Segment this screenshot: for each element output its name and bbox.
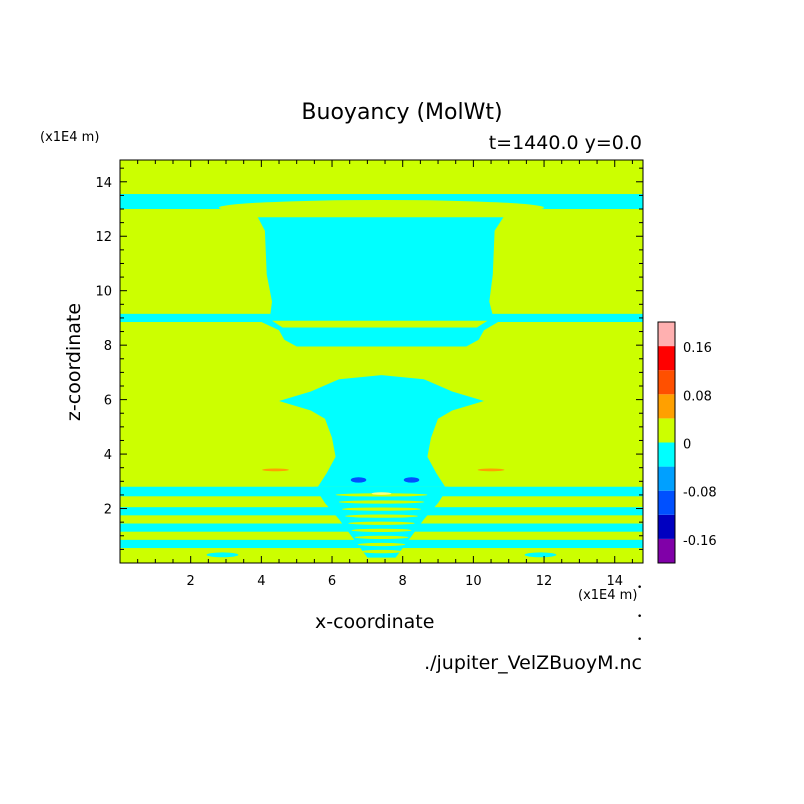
x-axis-label: x-coordinate <box>315 611 435 633</box>
contour-wave-stripe <box>345 514 418 518</box>
x-axis-unit: (x1E4 m) <box>578 588 638 603</box>
colorbar-swatch <box>658 322 675 347</box>
colorbar-swatch <box>658 370 675 395</box>
y-tick-label: 10 <box>95 285 112 300</box>
contour-spot-negative <box>403 477 420 483</box>
contour-wave-stripe <box>354 535 409 540</box>
contour-column-upper <box>257 217 504 320</box>
colorbar-frame <box>657 321 676 564</box>
y-tick-label: 4 <box>104 448 112 463</box>
contour-thin-band <box>272 320 488 328</box>
contour-blob <box>524 552 557 558</box>
x-tick-label: 6 <box>328 574 336 589</box>
contour-wave-stripe <box>341 507 422 511</box>
x-tick-label: 2 <box>187 574 195 589</box>
x-tick-label: 8 <box>399 574 407 589</box>
contour-blob <box>206 552 239 558</box>
marker-dot: • <box>637 612 643 622</box>
colorbar-label: 0.16 <box>683 341 712 356</box>
contour-column-lower <box>279 375 484 487</box>
contour-layer-thin <box>120 313 643 323</box>
colorbar-swatch <box>658 418 675 443</box>
colorbar-label: 0.08 <box>683 389 712 404</box>
marker-dot: • <box>637 583 643 593</box>
colorbar-swatch <box>658 394 675 419</box>
chart-title: Buoyancy (MolWt) <box>301 100 503 125</box>
contour-spot-positive <box>477 468 505 472</box>
plot-frame <box>119 159 644 564</box>
y-tick-label: 8 <box>104 339 112 354</box>
contour-wave-stripe <box>338 500 425 504</box>
colorbar-swatch <box>658 538 675 563</box>
marker-dot: • <box>637 635 643 645</box>
x-tick-label: 14 <box>606 574 623 589</box>
x-tick-label: 4 <box>257 574 265 589</box>
source-file-label: ./jupiter_VelZBuoyM.nc <box>424 652 642 674</box>
time-label: t=1440.0 y=0.0 <box>488 132 642 154</box>
colorbar-swatch <box>658 514 675 539</box>
contour-wave-stripe <box>351 528 412 532</box>
contour-wave-stripe <box>348 521 415 525</box>
colorbar-label: -0.16 <box>683 534 717 549</box>
colorbar-label: 0 <box>683 438 691 453</box>
contour-wave-stripe <box>357 542 406 547</box>
colorbar-swatch <box>658 346 675 371</box>
contour-lens-upper <box>218 200 545 216</box>
contour-spot-negative <box>350 477 367 483</box>
colorbar-swatch <box>658 466 675 491</box>
contour-wave-stripe <box>361 549 402 554</box>
contour-spot <box>371 492 392 495</box>
x-tick-label: 10 <box>465 574 482 589</box>
contour-spot-positive <box>262 468 289 472</box>
y-tick-label: 2 <box>104 503 112 518</box>
y-tick-label: 12 <box>95 230 112 245</box>
colorbar-label: -0.08 <box>683 486 717 501</box>
y-tick-label: 6 <box>104 394 112 409</box>
y-axis-unit: (x1E4 m) <box>40 130 100 145</box>
contour-wave-stripe <box>335 493 428 497</box>
contour-lower-lobe <box>261 322 499 347</box>
colorbar-swatch <box>658 442 675 467</box>
x-tick-label: 12 <box>536 574 553 589</box>
y-tick-label: 14 <box>95 176 112 191</box>
colorbar-swatch <box>658 490 675 515</box>
